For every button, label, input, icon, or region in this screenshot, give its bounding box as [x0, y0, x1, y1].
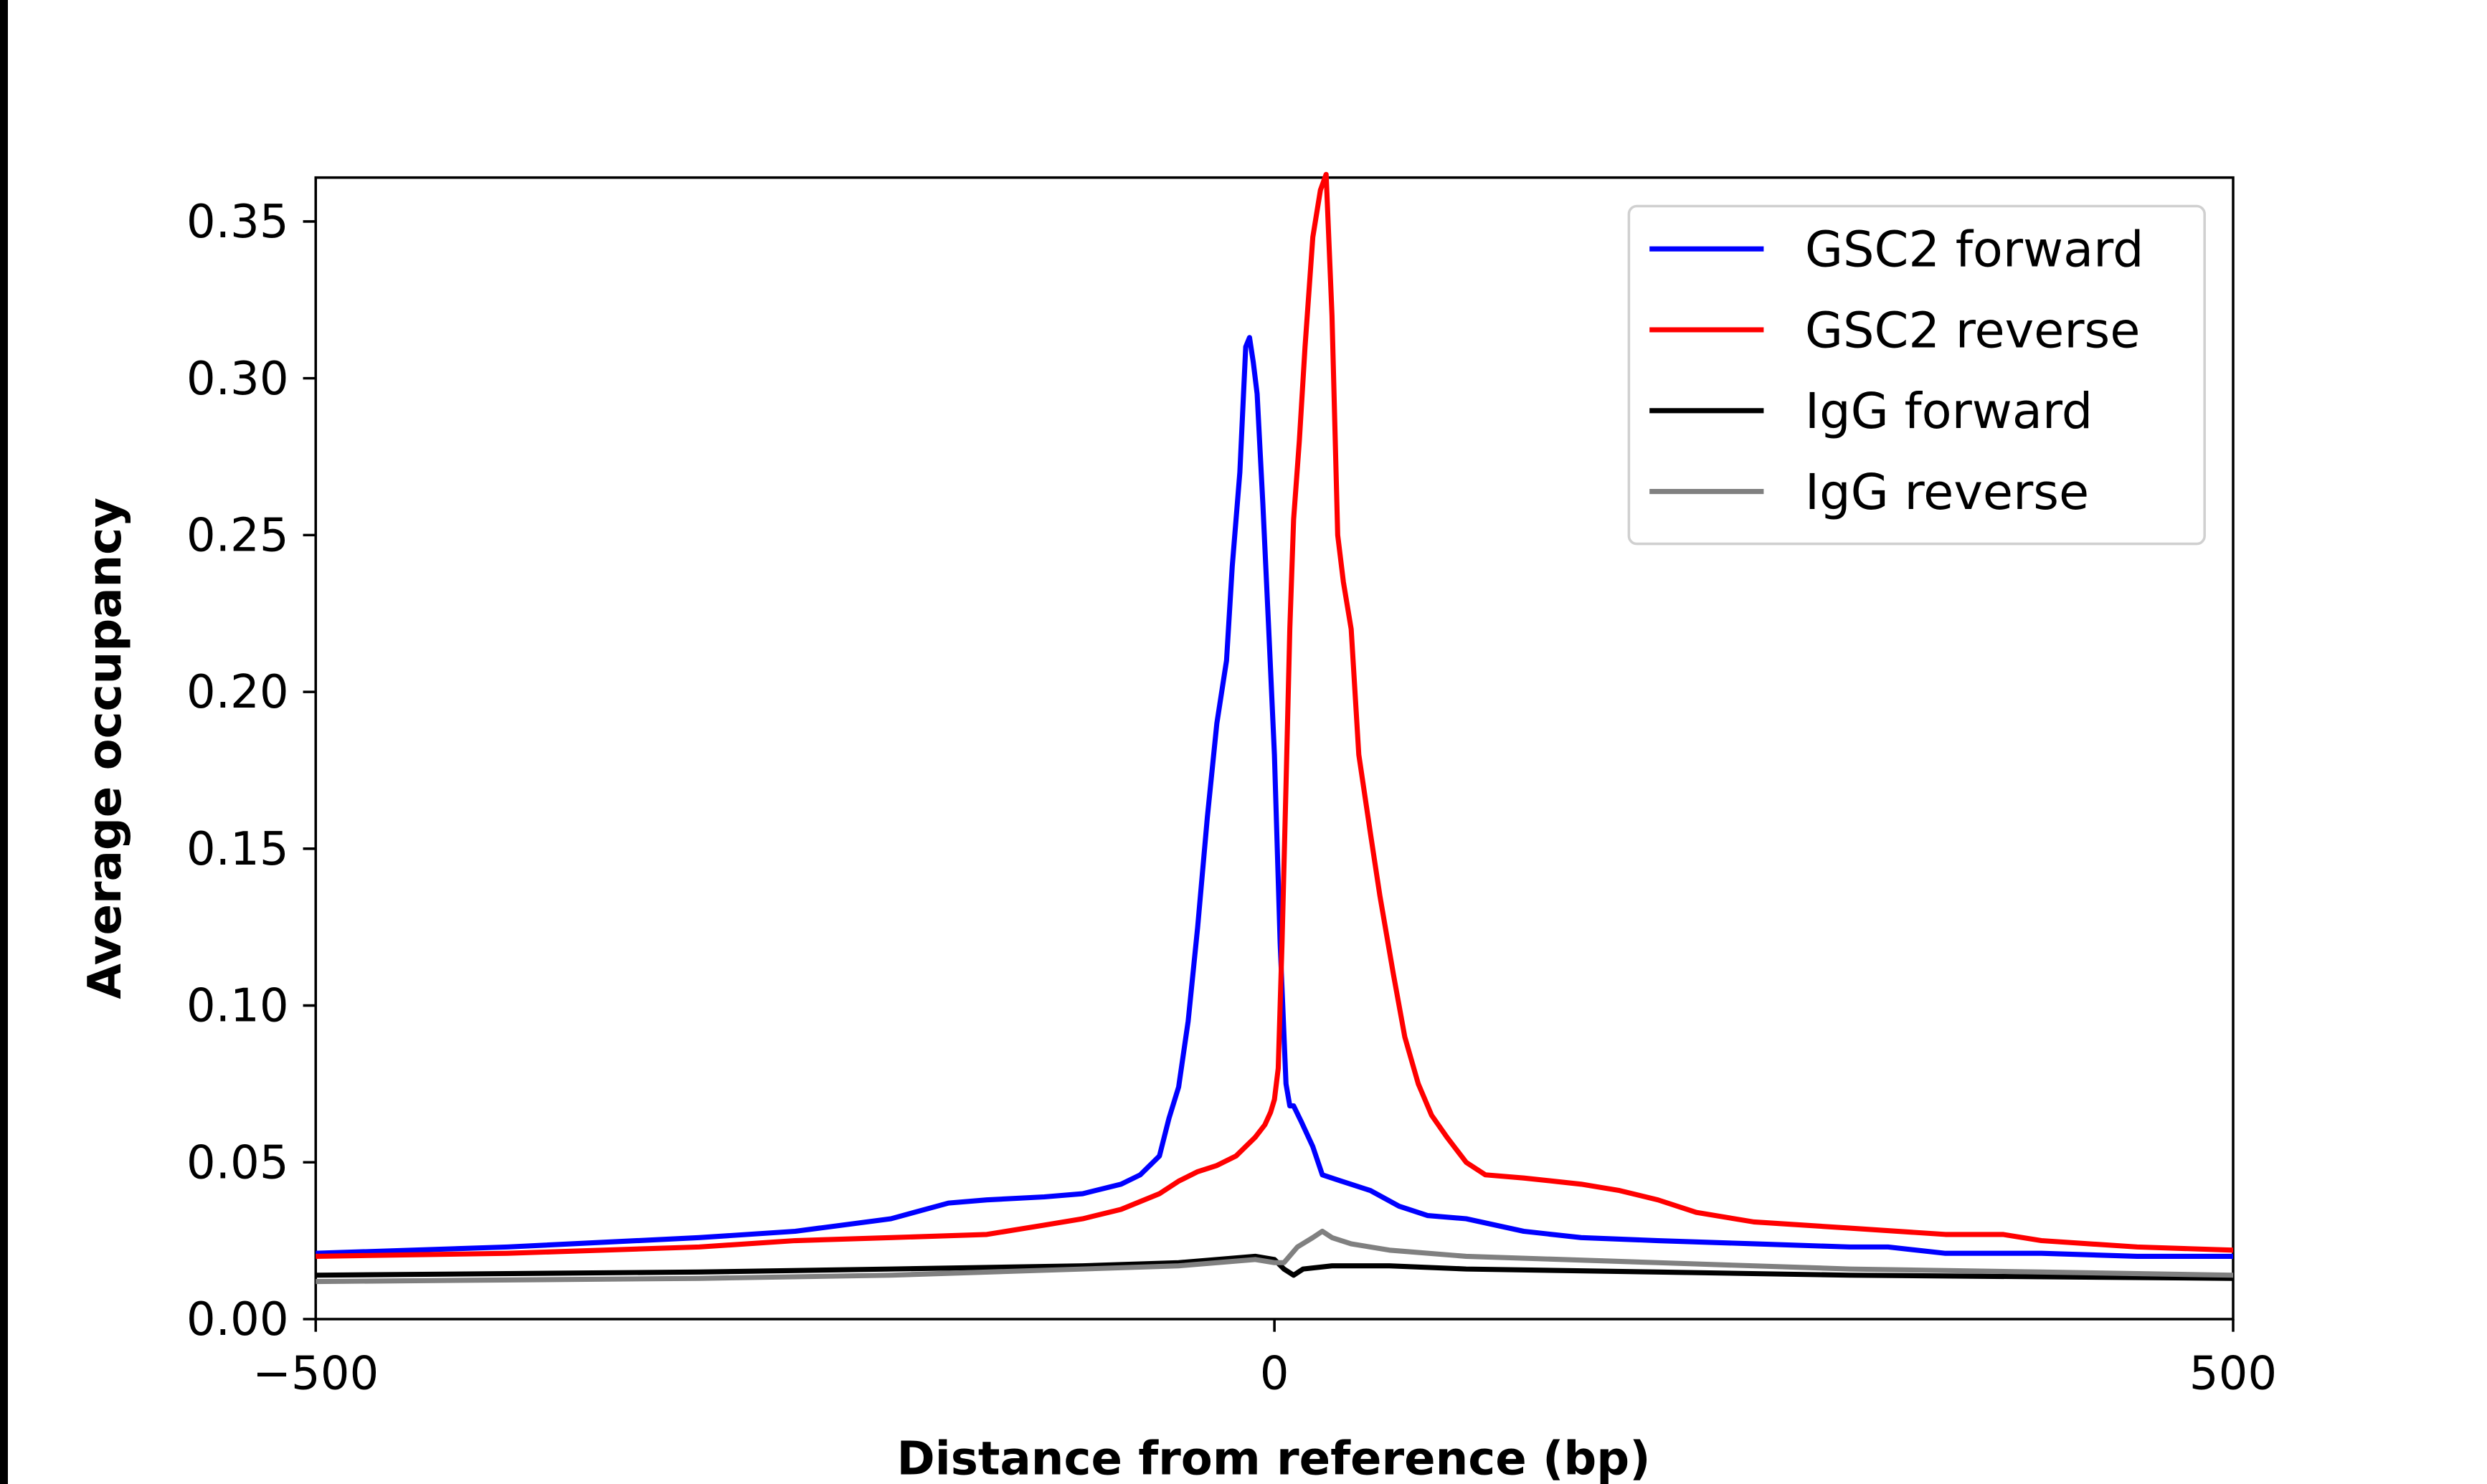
- series-line-gsc2-reverse: [316, 171, 2234, 1259]
- y-axis-ticks: 0.00 0.05 0.10 0.15 0.20 0.25 0.30 0.35: [186, 195, 316, 1346]
- legend-label: IgG forward: [1805, 383, 2093, 440]
- y-tick-label: 0.20: [186, 665, 289, 719]
- x-tick-label: −500: [252, 1346, 379, 1400]
- series-line-igg-reverse: [316, 1228, 2234, 1285]
- series-line-gsc2-forward: [316, 335, 2234, 1259]
- legend-label: IgG reverse: [1805, 464, 2089, 521]
- legend-box: [1627, 204, 2206, 546]
- x-axis-ticks: −500 0 500: [252, 1319, 2277, 1400]
- y-tick-label: 0.30: [186, 352, 289, 406]
- legend-item: IgG reverse: [1649, 464, 2089, 521]
- legend-label: GSC2 forward: [1805, 222, 2144, 279]
- y-tick-label: 0.10: [186, 979, 289, 1033]
- y-tick-label: 0.15: [186, 822, 289, 876]
- legend: GSC2 forward GSC2 reverse IgG forward IgG r…: [1627, 204, 2206, 546]
- y-tick-label: 0.00: [186, 1293, 289, 1346]
- series-layer: [316, 171, 2234, 1285]
- legend-item: GSC2 reverse: [1649, 302, 2140, 359]
- series-line-igg-forward: [316, 1253, 2234, 1281]
- y-tick-label: 0.05: [186, 1136, 289, 1189]
- x-tick-label: 500: [2189, 1346, 2277, 1400]
- x-axis-label: Distance from reference (bp): [897, 1432, 1651, 1484]
- legend-item: IgG forward: [1649, 383, 2093, 440]
- left-border: [0, 0, 8, 1484]
- legend-label: GSC2 reverse: [1805, 302, 2141, 359]
- plot-area: −500 0 500 0.00 0.05 0.10 0.15 0.20 0.25 0.30 0.3…: [186, 171, 2277, 1400]
- y-axis-label: Average occupancy: [78, 498, 132, 999]
- x-tick-label: 0: [1260, 1346, 1289, 1400]
- y-tick-label: 0.25: [186, 508, 289, 562]
- legend-item: GSC2 forward: [1649, 222, 2144, 279]
- y-tick-label: 0.35: [186, 195, 289, 249]
